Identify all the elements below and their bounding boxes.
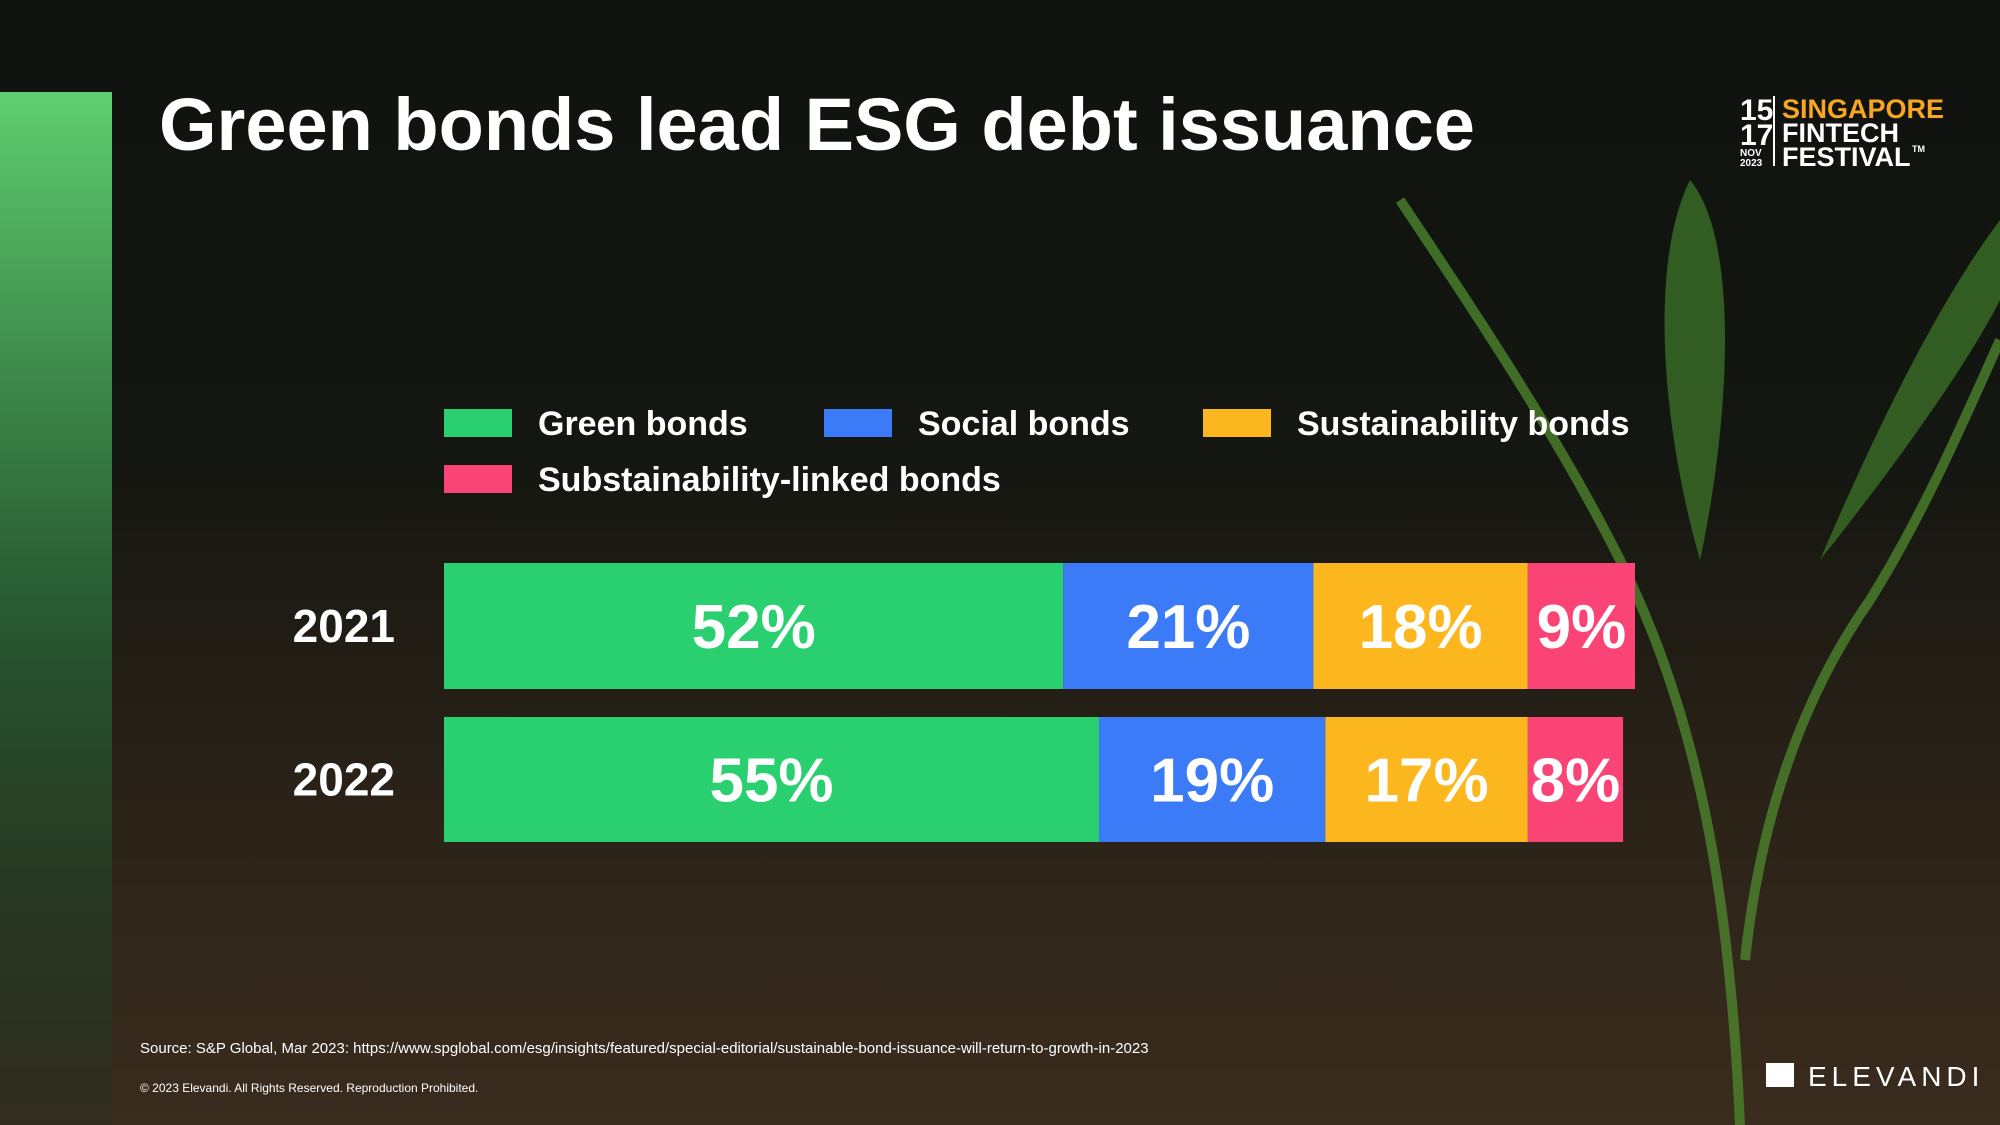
- value-label: 18%: [1359, 593, 1483, 662]
- legend-swatch: [444, 409, 512, 437]
- bar-segment: [1527, 717, 1624, 842]
- y-tick-label: 2021: [293, 600, 395, 652]
- bar-segment: [1063, 563, 1314, 689]
- brand-icon: [1766, 1063, 1794, 1087]
- logo-text: FESTIVAL: [1782, 142, 1911, 172]
- chart-title: Green bonds lead ESG debt issuance: [159, 83, 1475, 166]
- logo-day: 17: [1740, 119, 1773, 152]
- bar-segment: [1099, 717, 1326, 842]
- legend-label: Sustainability bonds: [1297, 405, 1629, 443]
- value-label: 17%: [1365, 747, 1489, 816]
- value-label: 8%: [1531, 747, 1621, 816]
- value-label: 19%: [1150, 747, 1274, 816]
- logo-year: 2023: [1740, 158, 1763, 169]
- brand-name: ELEVANDI: [1808, 1061, 1984, 1092]
- logo-text: FINTECH: [1782, 118, 1899, 148]
- copyright: © 2023 Elevandi. All Rights Reserved. Re…: [140, 1081, 478, 1095]
- legend-swatch: [824, 409, 892, 437]
- legend-swatch: [1203, 409, 1271, 437]
- festival-logo: 15 17 NOV 2023 SINGAPORE FINTECH FESTIVA…: [1740, 94, 1944, 172]
- legend-label: Social bonds: [918, 405, 1130, 443]
- y-tick-label: 2022: [293, 754, 395, 806]
- leaves: [1664, 180, 2000, 560]
- value-label: 55%: [709, 747, 833, 816]
- value-label: 21%: [1126, 593, 1250, 662]
- logo-day: 15: [1740, 94, 1773, 127]
- legend-swatch: [444, 465, 512, 493]
- bar-segment: [1527, 563, 1635, 689]
- bar-segment: [444, 563, 1064, 689]
- logo-tm: TM: [1912, 144, 1925, 154]
- value-label: 52%: [692, 593, 816, 662]
- bar-segment: [1313, 563, 1528, 689]
- legend-label: Green bonds: [538, 405, 748, 443]
- value-label: 9%: [1537, 593, 1627, 662]
- bar-segment: [444, 717, 1100, 842]
- logo-month: NOV: [1740, 148, 1762, 159]
- bar-segment: [1325, 717, 1528, 842]
- side-band: [0, 92, 112, 1125]
- legend-label: Substainability-linked bonds: [538, 461, 1001, 499]
- source-note: Source: S&P Global, Mar 2023: https://ww…: [140, 1040, 1149, 1057]
- brand-logo: ELEVANDI: [1766, 1061, 1984, 1092]
- logo-text: SINGAPORE: [1782, 94, 1944, 124]
